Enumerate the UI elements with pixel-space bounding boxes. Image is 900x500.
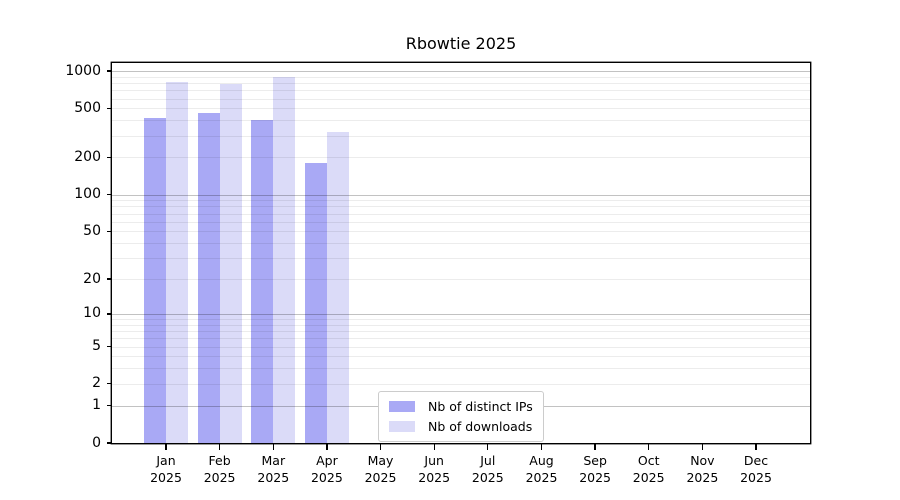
y-tick-20 [107, 278, 112, 280]
bar-nb-of-downloads-apr [326, 132, 349, 443]
bar-nb-of-downloads-mar [273, 77, 296, 443]
legend-swatch-distinct-ips [389, 401, 415, 412]
y-tick-label-20: 20 [83, 270, 101, 287]
x-tick-label-jul: Jul 2025 [471, 453, 504, 485]
x-tick-oct [648, 444, 650, 450]
y-tick-10 [107, 313, 112, 315]
x-tick-label-sep: Sep 2025 [579, 453, 611, 485]
y-tick-200 [107, 156, 112, 159]
chart-title: Rbowtie 2025 [405, 34, 517, 53]
x-tick-jun [433, 444, 435, 450]
x-tick-nov [701, 444, 704, 450]
y-tick-label-2: 2 [92, 375, 101, 392]
plot-area: Nb of distinct IPs Nb of downloads [112, 63, 810, 443]
legend-entry-distinct-ips: Nb of distinct IPs [389, 399, 533, 414]
y-tick-label-100: 100 [74, 186, 101, 202]
x-tick-may [379, 444, 382, 450]
y-tick-2 [107, 383, 112, 385]
y-tick-label-1: 1 [92, 397, 101, 414]
x-tick-label-apr: Apr 2025 [310, 453, 343, 485]
x-tick-mar [272, 444, 274, 450]
x-tick-feb [218, 444, 221, 450]
x-tick-label-nov: Nov 2025 [686, 453, 719, 485]
legend-entry-downloads: Nb of downloads [389, 419, 533, 434]
y-tick-label-200: 200 [74, 148, 101, 165]
bar-nb-of-distinct-ips-jan [144, 117, 166, 443]
bar-nb-of-distinct-ips-feb [197, 112, 220, 443]
x-tick-jan [165, 444, 167, 450]
y-tick-0 [107, 442, 112, 444]
y-tick-500 [107, 107, 112, 109]
x-tick-jul [487, 444, 489, 450]
y-tick-label-50: 50 [83, 222, 101, 239]
bars-layer [112, 63, 810, 443]
legend: Nb of distinct IPs Nb of downloads [378, 391, 544, 442]
x-tick-label-feb: Feb 2025 [203, 453, 236, 485]
x-tick-label-oct: Oct 2025 [632, 453, 665, 485]
y-tick-label-500: 500 [74, 99, 101, 116]
x-tick-label-aug: Aug 2025 [525, 453, 558, 485]
bar-nb-of-downloads-jan [166, 81, 188, 443]
x-tick-label-jan: Jan 2025 [150, 453, 182, 485]
y-tick-50 [107, 230, 112, 232]
x-tick-label-mar: Mar 2025 [257, 453, 290, 485]
x-tick-label-jun: Jun 2025 [418, 453, 451, 485]
legend-swatch-downloads [389, 421, 415, 432]
y-tick-label-5: 5 [92, 338, 101, 354]
y-tick-5 [107, 345, 112, 348]
x-tick-aug [540, 444, 543, 450]
y-tick-label-1000: 1000 [65, 62, 101, 79]
x-tick-dec [755, 444, 757, 450]
bar-nb-of-downloads-feb [219, 83, 242, 443]
y-tick-100 [107, 193, 112, 196]
y-tick-1 [107, 405, 112, 407]
x-tick-label-dec: Dec 2025 [740, 453, 772, 485]
legend-label-distinct-ips: Nb of distinct IPs [428, 399, 533, 414]
legend-label-downloads: Nb of downloads [428, 419, 533, 434]
y-tick-1000 [107, 70, 112, 72]
x-tick-apr [326, 444, 328, 450]
y-tick-label-0: 0 [92, 434, 101, 451]
x-tick-label-may: May 2025 [364, 453, 397, 485]
bar-nb-of-distinct-ips-mar [251, 120, 274, 443]
bar-nb-of-distinct-ips-apr [304, 163, 327, 443]
x-tick-sep [594, 444, 596, 450]
y-tick-label-10: 10 [83, 305, 101, 322]
